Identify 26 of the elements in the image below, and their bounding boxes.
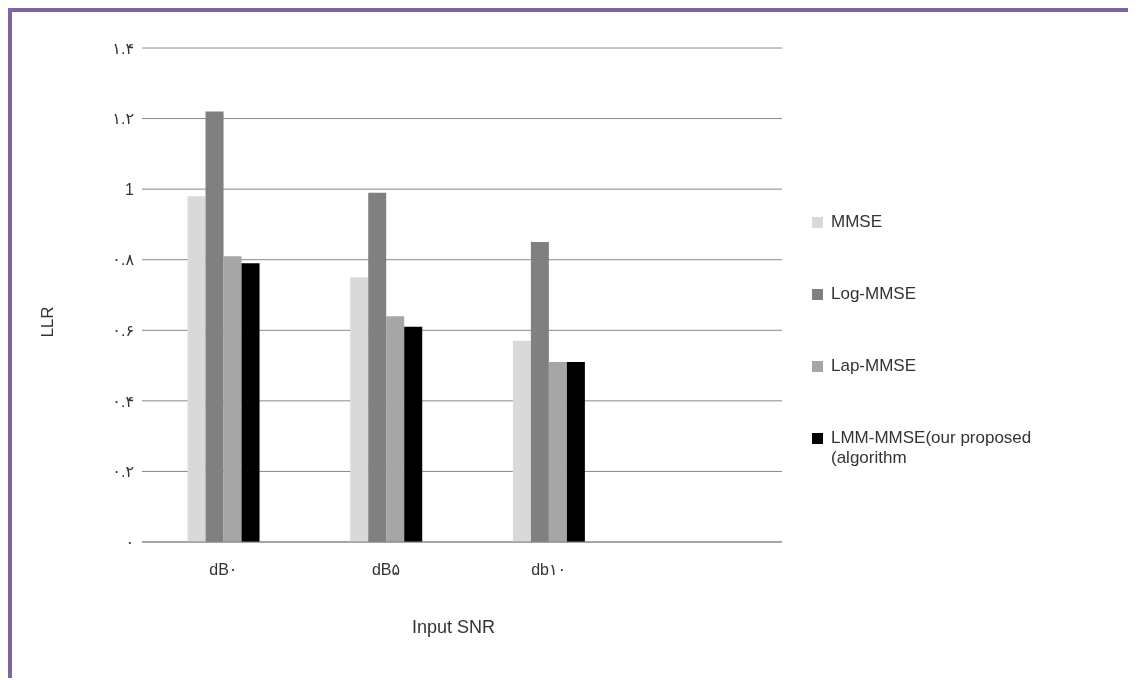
y-tick-label: ۰.۴ bbox=[112, 392, 134, 410]
y-tick-label: ۰.۲ bbox=[112, 463, 134, 481]
legend-label: LMM-MMSE(our proposed (algorithm bbox=[831, 428, 1033, 468]
y-tick-label: ۱.۴ bbox=[112, 39, 134, 57]
x-tick-label: db۱۰ bbox=[531, 561, 567, 579]
bar bbox=[241, 263, 260, 542]
legend-label: Lap-MMSE bbox=[831, 356, 918, 376]
bar bbox=[223, 256, 242, 542]
y-tick-label: ۱.۲ bbox=[112, 110, 134, 128]
x-tick-label: dB۵ bbox=[371, 561, 401, 579]
bar bbox=[548, 362, 567, 542]
bar bbox=[566, 362, 585, 542]
bar bbox=[187, 196, 206, 542]
legend-label: MMSE bbox=[831, 212, 883, 232]
bar bbox=[404, 326, 423, 542]
x-axis-title: Input SNR bbox=[412, 617, 496, 638]
y-tick-label: ۰.۶ bbox=[112, 321, 134, 339]
y-tick-label: 1 bbox=[125, 180, 135, 198]
y-tick-label: ۰ bbox=[125, 533, 134, 551]
y-axis-title: LLR bbox=[37, 306, 58, 338]
bar bbox=[512, 340, 531, 542]
y-tick-label: ۰.۸ bbox=[112, 251, 135, 269]
bar bbox=[350, 277, 369, 542]
bar bbox=[386, 316, 405, 542]
legend-label: Log-MMSE bbox=[831, 284, 918, 304]
x-tick-label: dB۰ bbox=[209, 561, 238, 579]
